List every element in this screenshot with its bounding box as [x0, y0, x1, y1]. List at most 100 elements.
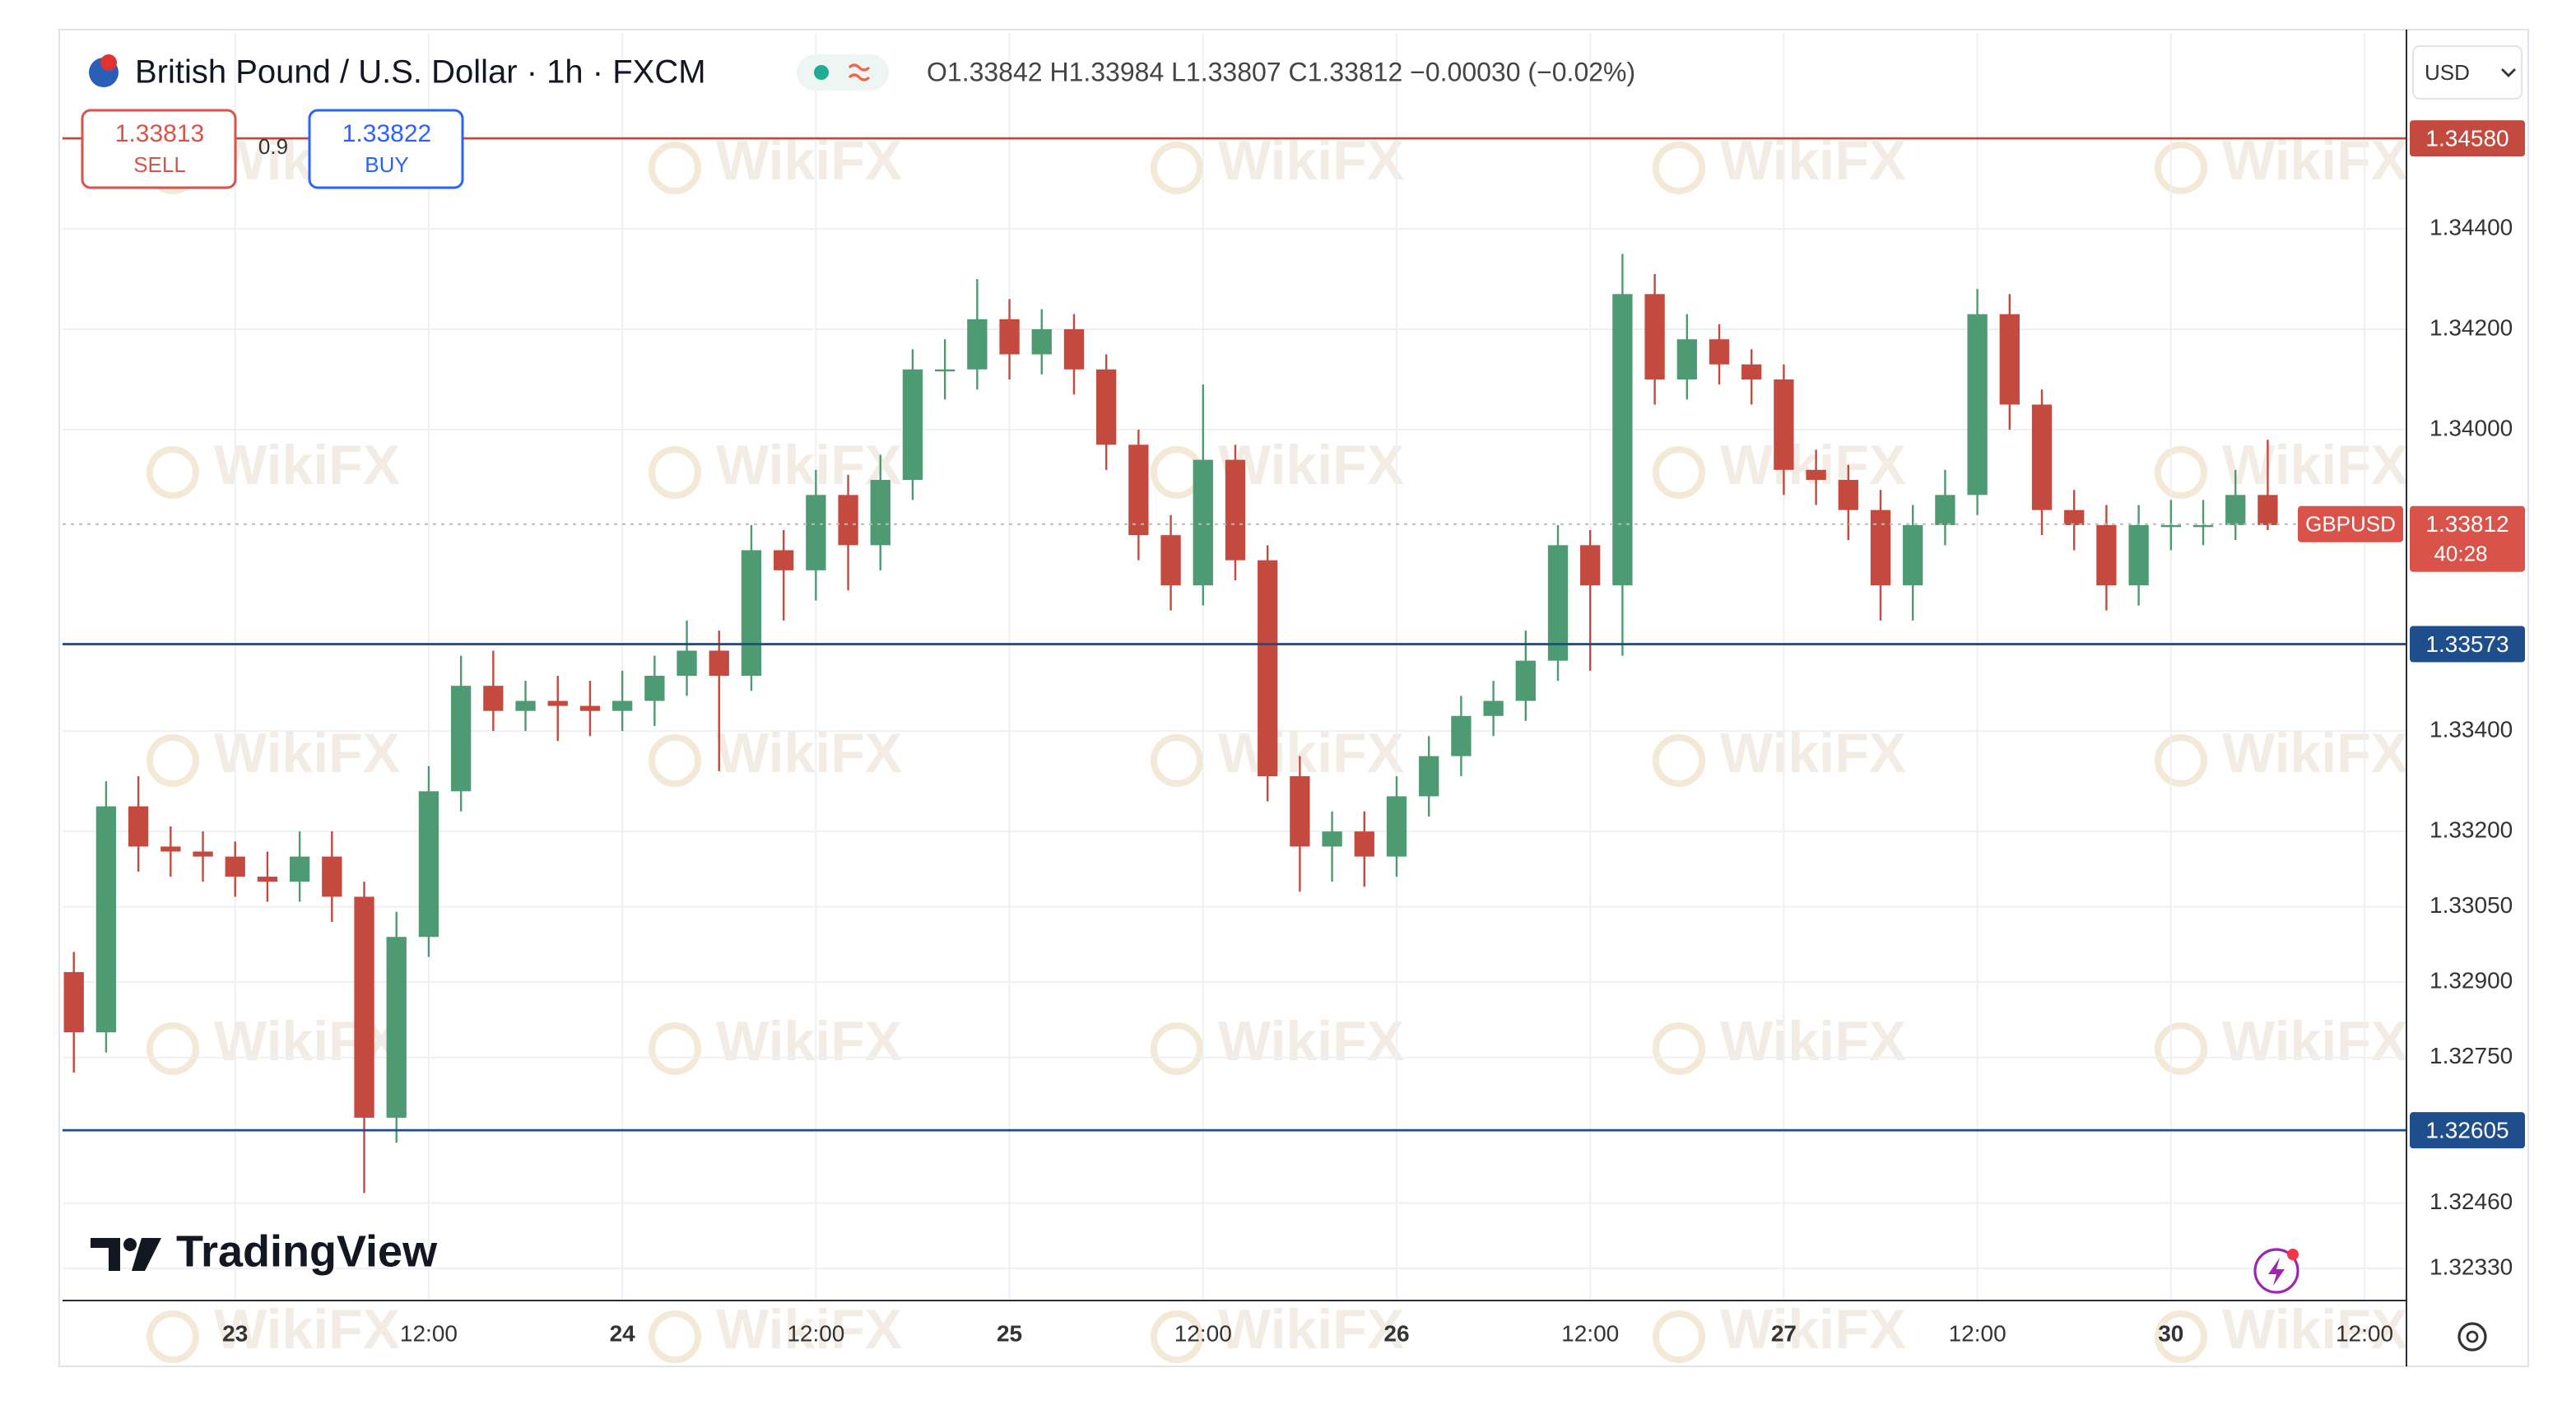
candle-body: [483, 686, 504, 711]
level-label: 1.32605: [2425, 1118, 2509, 1143]
watermark-icon: [649, 734, 701, 787]
candle-body: [709, 650, 729, 676]
candle-body: [902, 369, 923, 481]
candle-body: [1612, 294, 1633, 586]
watermark: WikiFX: [1218, 722, 1404, 784]
level-label-box: [2410, 1112, 2525, 1149]
candle-body: [2192, 524, 2214, 528]
sell-label[interactable]: SELL: [133, 152, 186, 177]
watermark-icon: [2155, 142, 2207, 194]
currency-box[interactable]: [2412, 45, 2523, 100]
watermark: WikiFX: [1218, 1298, 1404, 1361]
candle-body: [1741, 364, 1762, 379]
watermark: WikiFX: [716, 722, 902, 784]
candle-body: [967, 319, 988, 370]
ohlc-legend: O1.33842 H1.33984 L1.33807 C1.33812 −0.0…: [927, 57, 1635, 86]
candle-body: [1063, 328, 1085, 370]
candle-body: [1258, 560, 1278, 777]
watermark: WikiFX: [1720, 129, 1906, 192]
candle-body: [1419, 756, 1439, 797]
watermark-icon: [1151, 142, 1203, 194]
notify-dot[interactable]: [2287, 1249, 2299, 1260]
candle-body: [63, 971, 84, 1033]
candle-body: [418, 791, 439, 938]
lightning-icon[interactable]: [2268, 1258, 2285, 1286]
candle-body: [354, 896, 374, 1118]
candle-body: [1483, 700, 1504, 716]
watermark-icon: [1151, 1022, 1203, 1075]
chevron[interactable]: [2501, 68, 2516, 77]
watermark-icon: [146, 1022, 199, 1075]
y-tick-label: 1.33400: [2430, 716, 2513, 742]
currency-dropdown[interactable]: USD: [2412, 45, 2523, 100]
candle-body: [774, 550, 794, 570]
x-tick-label: 12:00: [1561, 1320, 1619, 1346]
watermark-icon: [1653, 446, 1705, 499]
buy-button[interactable]: 1.33822 BUY: [308, 109, 464, 189]
buy-price[interactable]: 1.33822: [342, 120, 431, 147]
sell-box[interactable]: [81, 109, 237, 189]
candle-body: [1870, 510, 1891, 586]
watermark-icon: [1653, 734, 1705, 787]
watermark: WikiFX: [214, 722, 400, 784]
watermark: WikiFX: [2222, 434, 2408, 496]
level-label-box: [2410, 626, 2525, 663]
watermark-icon: [2155, 446, 2207, 499]
status-pill: [797, 54, 889, 91]
currency-label[interactable]: USD: [2425, 60, 2470, 85]
x-tick-label: 30: [2158, 1320, 2183, 1346]
watermark-icon: [649, 1310, 701, 1363]
settings-button[interactable]: [2457, 1322, 2487, 1352]
x-tick-label: 12:00: [2336, 1320, 2393, 1346]
watermark: WikiFX: [2222, 722, 2408, 784]
candle-body: [1322, 831, 1342, 847]
y-tick-label: 1.32750: [2430, 1043, 2513, 1068]
watermark: WikiFX: [2222, 129, 2408, 192]
candle-body: [999, 319, 1020, 355]
level-label: 1.34580: [2425, 126, 2509, 151]
candle-body: [1935, 495, 1955, 525]
watermark: WikiFX: [1720, 722, 1906, 784]
candle-body: [1128, 444, 1149, 536]
spread: 0.9: [258, 134, 288, 159]
watermark: WikiFX: [2222, 1298, 2408, 1361]
buy-box[interactable]: [308, 109, 464, 189]
watermark: WikiFX: [1218, 129, 1404, 192]
x-tick-label: 24: [610, 1320, 636, 1346]
x-tick-label: 23: [222, 1320, 248, 1346]
x-tick-label: 12:00: [1174, 1320, 1232, 1346]
last-price-label: 1.33812: [2425, 511, 2509, 537]
gear-icon[interactable]: [2457, 1322, 2487, 1352]
watermark-icon: [1151, 734, 1203, 787]
candle-body: [386, 937, 407, 1118]
gear-icon[interactable]: [2466, 1330, 2479, 1343]
candle-body: [1386, 796, 1407, 857]
candle-body: [95, 806, 117, 1033]
candle-body: [1709, 339, 1730, 365]
sell-price[interactable]: 1.33813: [115, 120, 204, 147]
candle-body: [289, 856, 310, 882]
candle-body: [1354, 831, 1374, 857]
watermark: WikiFX: [1218, 1010, 1404, 1073]
watermark: WikiFX: [716, 1010, 902, 1073]
watermark-icon: [146, 1310, 199, 1363]
candle-body: [611, 700, 633, 711]
candle-body: [1999, 314, 2020, 405]
sell-button[interactable]: 1.33813 SELL: [81, 109, 237, 189]
lightning-button[interactable]: [2253, 1248, 2299, 1294]
candle-body: [1838, 480, 1858, 510]
x-tick-label: 12:00: [400, 1320, 458, 1346]
candle-body: [1774, 379, 1794, 470]
candle-body: [1676, 339, 1697, 379]
candle-body: [579, 705, 601, 711]
y-tick-label: 1.32460: [2430, 1189, 2513, 1214]
symbol-flag: [100, 54, 117, 71]
candle-body: [935, 369, 956, 372]
candle-body: [2225, 495, 2246, 525]
watermark: WikiFX: [716, 129, 902, 192]
candle-body: [1031, 328, 1052, 355]
buy-label[interactable]: BUY: [365, 152, 408, 177]
candle-body: [2064, 510, 2085, 525]
candle-body: [2096, 524, 2117, 586]
